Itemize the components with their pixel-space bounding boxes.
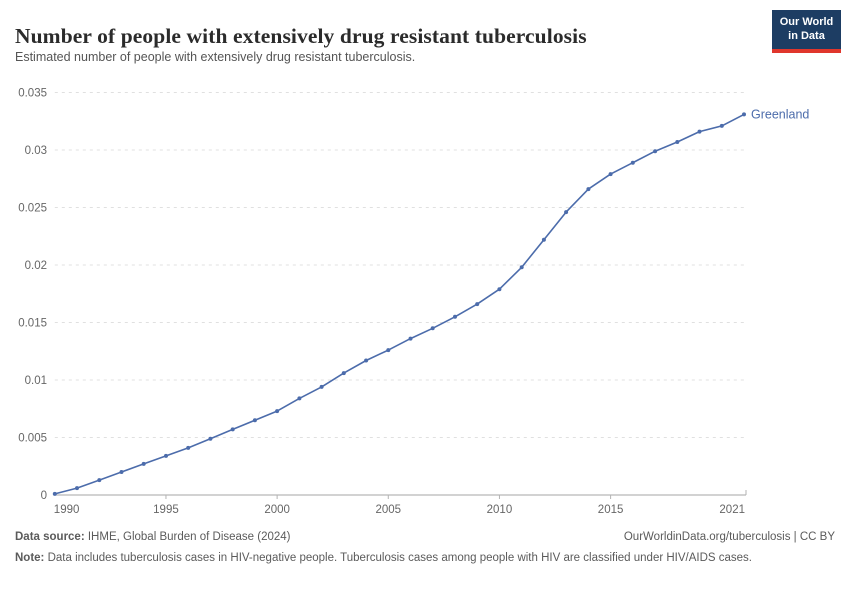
x-tick-label: 2015 [598, 504, 624, 516]
x-tick-label: 2005 [375, 504, 401, 516]
data-point [364, 358, 369, 363]
data-point [208, 436, 213, 441]
data-source-text: Data source: IHME, Global Burden of Dise… [15, 531, 291, 543]
data-point [141, 461, 146, 466]
data-point [230, 427, 235, 432]
plot-area[interactable] [55, 93, 744, 496]
x-tick-label: 2010 [487, 504, 513, 516]
data-point [564, 210, 569, 215]
y-tick-label: 0.02 [25, 260, 47, 272]
line-series-greenland [54, 113, 745, 495]
data-point [319, 384, 324, 389]
data-point [608, 172, 613, 177]
data-point [675, 140, 680, 144]
data-point [186, 445, 191, 450]
entity-label-greenland[interactable]: Greenland [751, 107, 809, 121]
y-tick-label: 0 [41, 490, 47, 502]
data-point [386, 348, 391, 353]
x-tick-label: 2021 [719, 504, 745, 516]
data-point [430, 326, 435, 331]
y-tick-label: 0.03 [25, 145, 47, 157]
y-tick-label: 0.005 [18, 433, 47, 445]
data-point [541, 237, 546, 242]
data-source-label: Data source: [15, 531, 85, 543]
data-point [519, 265, 524, 270]
chart-subtitle: Estimated number of people with extensiv… [15, 50, 416, 64]
owid-logo-line1: Our World [779, 16, 834, 28]
data-point [742, 112, 746, 117]
data-point [275, 409, 280, 414]
data-point [252, 418, 257, 423]
data-point [297, 396, 302, 401]
data-point [453, 314, 457, 319]
data-point [341, 371, 346, 376]
data-point [475, 302, 480, 307]
x-tick-label: 1995 [153, 504, 179, 516]
data-point [497, 287, 502, 292]
x-tick-label: 1990 [54, 504, 80, 516]
data-point [630, 160, 635, 165]
y-tick-label: 0.01 [25, 375, 47, 387]
data-point [697, 129, 702, 134]
x-tick-label: 2000 [264, 504, 290, 516]
note-label: Note: [15, 552, 45, 564]
y-tick-label: 0.025 [18, 203, 47, 215]
data-point [719, 123, 724, 128]
page-title: Number of people with extensively drug r… [15, 24, 587, 49]
data-point [164, 453, 168, 458]
data-point [75, 486, 79, 491]
data-point [653, 149, 658, 154]
data-point [52, 491, 57, 496]
data-point [97, 478, 102, 483]
owid-url-link[interactable]: OurWorldinData.org/tuberculosis | CC BY [623, 531, 835, 543]
owid-logo-line2: in Data [788, 29, 825, 42]
y-tick-label: 0.035 [18, 88, 47, 100]
footer-note: Note: Data includes tuberculosis cases i… [15, 552, 753, 564]
data-point [119, 470, 124, 474]
y-tick-label: 0.015 [18, 318, 47, 330]
data-point [408, 336, 413, 341]
footer-source-row: Data source: IHME, Global Burden of Dise… [15, 531, 835, 543]
data-point [586, 187, 591, 192]
owid-logo[interactable]: Our World in Data [772, 10, 841, 53]
